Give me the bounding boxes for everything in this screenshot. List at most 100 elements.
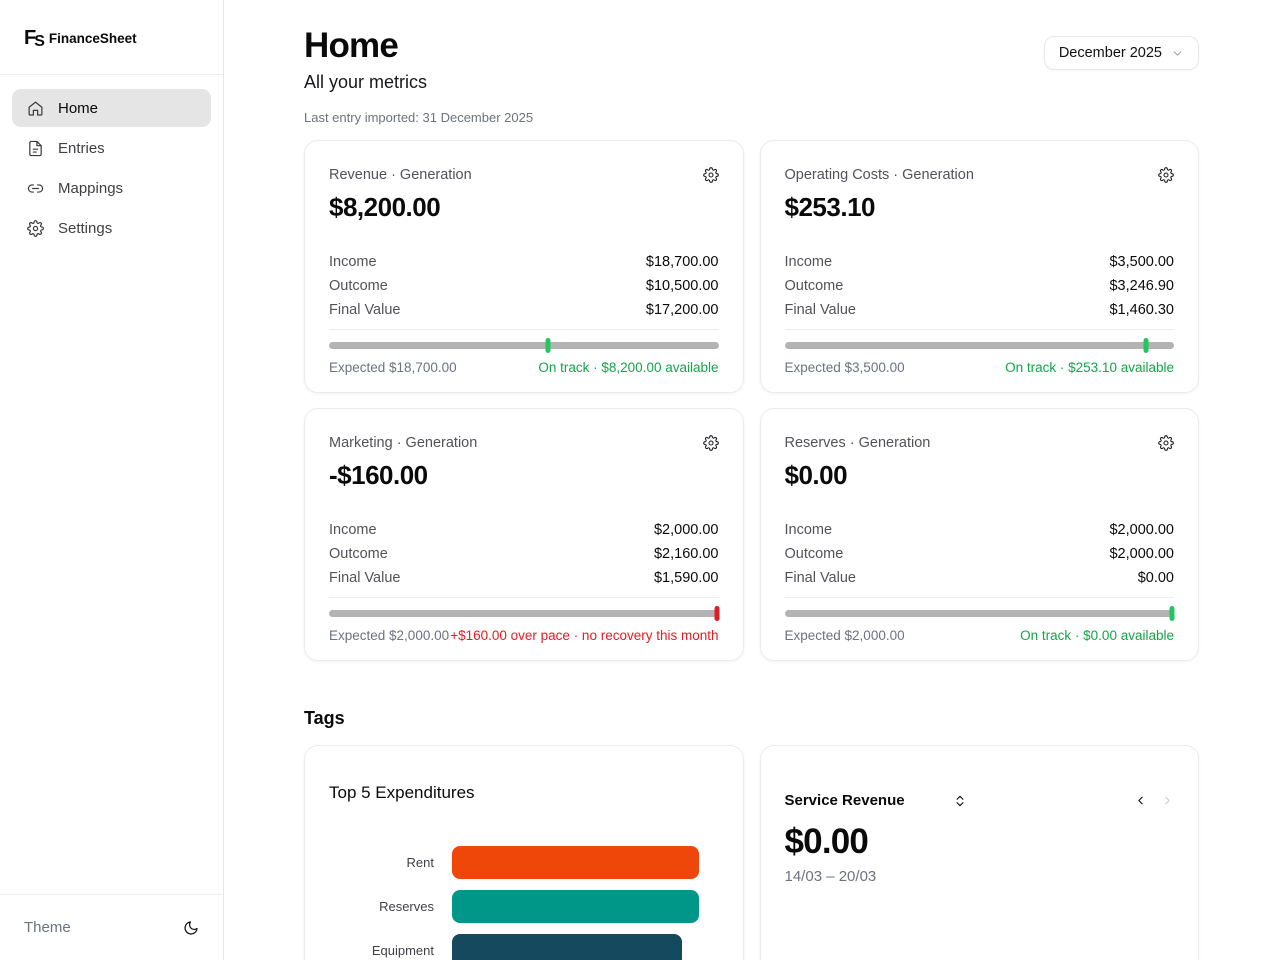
page-title: Home [304,26,399,65]
row-label: Outcome [329,278,388,294]
row-label: Final Value [784,302,856,318]
row-value: $2,000.00 [653,522,719,538]
pace-marker [1143,338,1149,353]
gear-icon [702,167,719,183]
metric-card-revenue: Revenue · Generation $8,200.00 Income $18… [304,140,744,393]
service-revenue-amount: $0.00 [784,822,869,861]
sidebar-item-label: Home [58,99,99,117]
row-value: $2,160.00 [653,546,719,562]
pace-progress-bar [784,338,1174,353]
pace-marker [545,338,550,353]
bar-label: Reserves [379,899,434,914]
sidebar-item-entries[interactable]: Entries [12,129,211,167]
bar-equipment [452,934,682,960]
last-entry-imported: Last entry imported: 31 December 2025 [304,110,534,125]
service-revenue-title: Service Revenue [784,792,905,809]
gear-icon [702,435,719,451]
card-settings-button[interactable] [1158,435,1174,451]
metric-card-reserves: Reserves · Generation $0.00 Income $2,000… [759,408,1199,661]
prev-week-button[interactable] [1134,794,1147,807]
row-label: Outcome [329,546,388,562]
row-label: Income [784,254,833,270]
status-badge: On track · $0.00 available [1020,628,1174,643]
row-label: Outcome [784,546,844,562]
pace-progress-bar [329,338,719,353]
chevron-down-icon [1173,50,1182,56]
card-settings-button[interactable] [1158,167,1174,183]
gear-icon [27,219,44,237]
row-value: $1,460.30 [1109,302,1174,318]
service-revenue-card: Service Revenue $0.00 14/03 – 20/03 [759,745,1199,960]
metric-cards-grid: Revenue · Generation $8,200.00 Income $18… [304,140,1199,661]
page-subtitle: All your metrics [304,72,428,92]
metric-amount: $0.00 [784,460,848,490]
card-settings-button[interactable] [702,167,719,183]
row-value: $10,500.00 [645,278,719,294]
sidebar-item-settings[interactable]: Settings [12,209,211,247]
metric-card-marketing: Marketing · Generation -$160.00 Income $2… [304,408,744,661]
gear-icon [1158,167,1174,183]
row-value: $3,246.90 [1109,278,1174,294]
row-label: Final Value [329,302,401,318]
row-value: $1,590.00 [653,570,719,586]
row-label: Income [329,254,377,270]
sidebar-footer: Theme [0,894,223,960]
expected-label: Expected $18,700.00 [329,360,457,375]
chevron-right-icon [1165,796,1170,805]
period-selector[interactable]: December 2025 [1043,36,1199,70]
status-badge: On track · $253.10 available [1005,360,1174,375]
metric-card-title: Marketing · Generation [329,435,478,451]
row-value: $2,000.00 [1109,546,1174,562]
main-content: Home All your metrics December 2025 Last… [224,0,1280,960]
row-value: $0.00 [1137,570,1174,586]
expected-label: Expected $2,000.00 [784,628,905,643]
service-revenue-period: 14/03 – 20/03 [784,868,877,885]
sidebar-item-label: Settings [58,219,113,237]
row-label: Final Value [329,570,401,586]
metric-card-title: Reserves · Generation [784,435,931,451]
top-expenditures-card: Top 5 Expenditures Rent Reserves Equipme… [304,745,744,960]
pace-marker [1169,606,1175,621]
row-value: $17,200.00 [645,302,719,318]
row-value: $18,700.00 [645,254,719,270]
sidebar-item-label: Mappings [58,179,124,197]
expected-label: Expected $3,500.00 [784,360,905,375]
pace-progress-bar [784,606,1175,621]
expenditures-title: Top 5 Expenditures [329,783,475,802]
expenditures-bar-chart: Rent Reserves Equipment [329,846,719,960]
metric-amount: -$160.00 [329,460,428,490]
pace-progress-bar [329,606,720,621]
bar-label: Equipment [371,943,434,958]
moon-icon [184,920,198,935]
metric-amount: $253.10 [784,192,876,222]
chevrons-up-down-icon [956,795,964,806]
row-label: Income [784,522,833,538]
sidebar-nav: Home Entries Mappings Settings [0,75,223,249]
bar-reserves [452,890,699,923]
status-badge: +$160.00 over pace · no recovery this mo… [450,628,719,643]
row-value: $3,500.00 [1109,254,1174,270]
status-badge: On track · $8,200.00 available [538,360,719,375]
metric-card-title: Revenue · Generation [329,167,472,183]
card-settings-button[interactable] [702,435,719,451]
row-label: Final Value [784,570,856,586]
sidebar-item-mappings[interactable]: Mappings [12,169,211,207]
sidebar-item-home[interactable]: Home [12,89,211,127]
tags-section-heading: Tags [304,708,345,728]
next-week-button[interactable] [1161,794,1174,807]
app-logo: FS FinanceSheet [0,0,223,75]
tags-cards-grid: Top 5 Expenditures Rent Reserves Equipme… [304,745,1199,960]
metric-card-operating-costs: Operating Costs · Generation $253.10 Inc… [759,140,1199,393]
metric-amount: $8,200.00 [329,192,441,222]
logo-monogram-icon: FS [24,27,45,50]
gear-icon [1158,435,1174,451]
row-value: $2,000.00 [1109,522,1174,538]
sidebar-item-label: Entries [58,139,105,157]
expected-label: Expected $2,000.00 [329,628,450,643]
tag-switcher-button[interactable] [953,794,967,808]
bar-label: Rent [406,855,434,870]
row-label: Income [329,522,377,538]
theme-toggle[interactable] [183,920,199,936]
bar-rent [452,846,699,879]
app-name: FinanceSheet [48,30,137,46]
